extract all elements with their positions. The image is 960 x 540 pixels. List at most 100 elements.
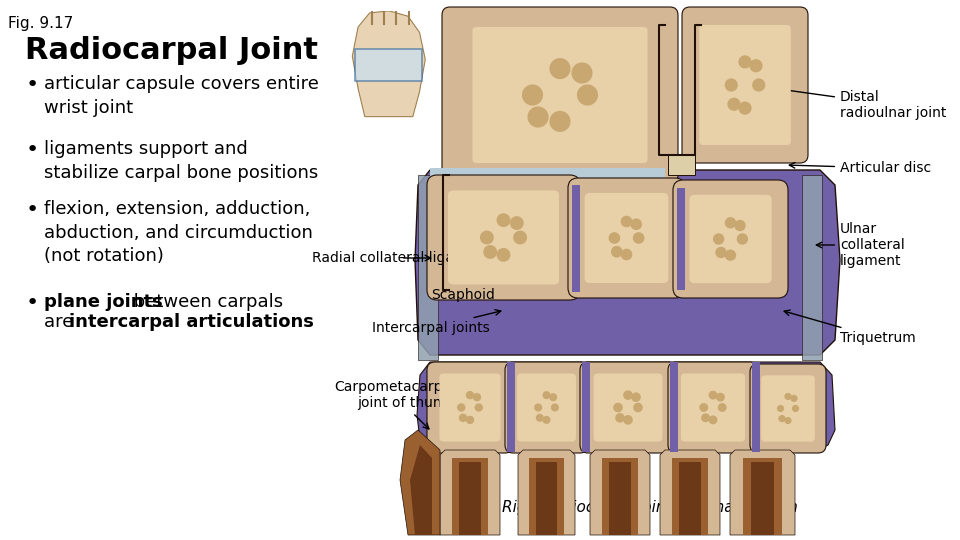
- Polygon shape: [660, 450, 720, 535]
- Polygon shape: [743, 458, 782, 535]
- Circle shape: [701, 414, 710, 422]
- Circle shape: [466, 391, 474, 399]
- Circle shape: [522, 84, 543, 105]
- Polygon shape: [672, 458, 708, 535]
- Text: intercarpal articulations: intercarpal articulations: [69, 313, 314, 331]
- Circle shape: [734, 220, 746, 231]
- Circle shape: [536, 414, 543, 422]
- FancyBboxPatch shape: [442, 7, 678, 183]
- Circle shape: [708, 415, 717, 424]
- FancyBboxPatch shape: [427, 175, 580, 300]
- Circle shape: [551, 403, 559, 411]
- FancyBboxPatch shape: [440, 374, 500, 442]
- FancyBboxPatch shape: [761, 375, 815, 442]
- Circle shape: [738, 55, 752, 69]
- Circle shape: [510, 216, 524, 230]
- Polygon shape: [680, 462, 701, 535]
- Text: •: •: [26, 200, 39, 220]
- Circle shape: [496, 248, 511, 262]
- Polygon shape: [610, 462, 631, 535]
- Circle shape: [615, 413, 625, 423]
- Text: Radial collateral ligament: Radial collateral ligament: [312, 251, 490, 265]
- Circle shape: [496, 213, 511, 227]
- Circle shape: [725, 249, 736, 261]
- Circle shape: [472, 393, 481, 401]
- FancyBboxPatch shape: [750, 364, 826, 453]
- Circle shape: [728, 98, 740, 111]
- Circle shape: [736, 233, 748, 245]
- Circle shape: [750, 59, 762, 72]
- Polygon shape: [572, 185, 580, 292]
- Circle shape: [777, 405, 784, 412]
- Text: Right radiocarpal joint, coronal section: Right radiocarpal joint, coronal section: [502, 500, 798, 515]
- Polygon shape: [352, 11, 425, 117]
- Polygon shape: [452, 458, 488, 535]
- Circle shape: [790, 395, 798, 402]
- Text: Radiocarpal
joint: Radiocarpal joint: [450, 192, 534, 222]
- Text: Articular disc: Articular disc: [789, 161, 931, 175]
- Circle shape: [474, 403, 483, 411]
- Polygon shape: [459, 462, 481, 535]
- FancyBboxPatch shape: [699, 25, 791, 145]
- FancyBboxPatch shape: [517, 374, 576, 442]
- Polygon shape: [518, 450, 575, 535]
- Circle shape: [609, 232, 620, 244]
- FancyBboxPatch shape: [689, 195, 772, 283]
- Polygon shape: [537, 462, 557, 535]
- Circle shape: [480, 231, 493, 245]
- Circle shape: [483, 245, 497, 259]
- Circle shape: [718, 403, 727, 412]
- FancyBboxPatch shape: [681, 374, 745, 442]
- FancyBboxPatch shape: [580, 362, 676, 453]
- Circle shape: [549, 58, 570, 79]
- Text: •: •: [26, 140, 39, 160]
- FancyBboxPatch shape: [682, 7, 808, 163]
- Text: articular capsule covers entire
wrist joint: articular capsule covers entire wrist jo…: [44, 75, 319, 117]
- Polygon shape: [582, 362, 590, 452]
- Circle shape: [466, 416, 474, 424]
- Circle shape: [713, 233, 725, 245]
- Circle shape: [542, 391, 550, 399]
- Circle shape: [725, 78, 738, 92]
- Circle shape: [514, 231, 527, 245]
- Circle shape: [621, 249, 633, 260]
- Circle shape: [725, 217, 736, 228]
- Text: are: are: [44, 313, 79, 331]
- Circle shape: [716, 393, 725, 402]
- Text: Intercarpal joints: Intercarpal joints: [372, 309, 501, 335]
- Text: Triquetrum: Triquetrum: [784, 310, 916, 345]
- Circle shape: [527, 106, 548, 127]
- FancyBboxPatch shape: [505, 362, 588, 453]
- Text: Scaphoid: Scaphoid: [431, 263, 502, 302]
- FancyBboxPatch shape: [427, 362, 513, 453]
- Polygon shape: [418, 175, 438, 360]
- Circle shape: [784, 417, 792, 424]
- Polygon shape: [430, 168, 665, 182]
- Polygon shape: [751, 462, 774, 535]
- Circle shape: [792, 405, 799, 412]
- Text: •: •: [26, 293, 39, 313]
- Polygon shape: [730, 450, 795, 535]
- Circle shape: [611, 246, 623, 258]
- Circle shape: [549, 111, 570, 132]
- FancyBboxPatch shape: [585, 193, 668, 283]
- Circle shape: [577, 84, 598, 105]
- FancyBboxPatch shape: [673, 180, 788, 298]
- Circle shape: [752, 78, 765, 92]
- Polygon shape: [355, 49, 422, 81]
- Text: Radiocarpal Joint: Radiocarpal Joint: [25, 36, 318, 65]
- FancyBboxPatch shape: [568, 178, 685, 298]
- Circle shape: [708, 390, 717, 400]
- Circle shape: [613, 403, 623, 413]
- Circle shape: [634, 403, 643, 413]
- FancyBboxPatch shape: [668, 362, 758, 453]
- Circle shape: [779, 415, 785, 422]
- Polygon shape: [417, 362, 835, 452]
- Text: •: •: [26, 75, 39, 95]
- Polygon shape: [410, 445, 432, 535]
- Circle shape: [738, 102, 752, 114]
- Polygon shape: [668, 155, 695, 175]
- Circle shape: [457, 403, 466, 411]
- Polygon shape: [590, 450, 650, 535]
- Circle shape: [549, 393, 557, 401]
